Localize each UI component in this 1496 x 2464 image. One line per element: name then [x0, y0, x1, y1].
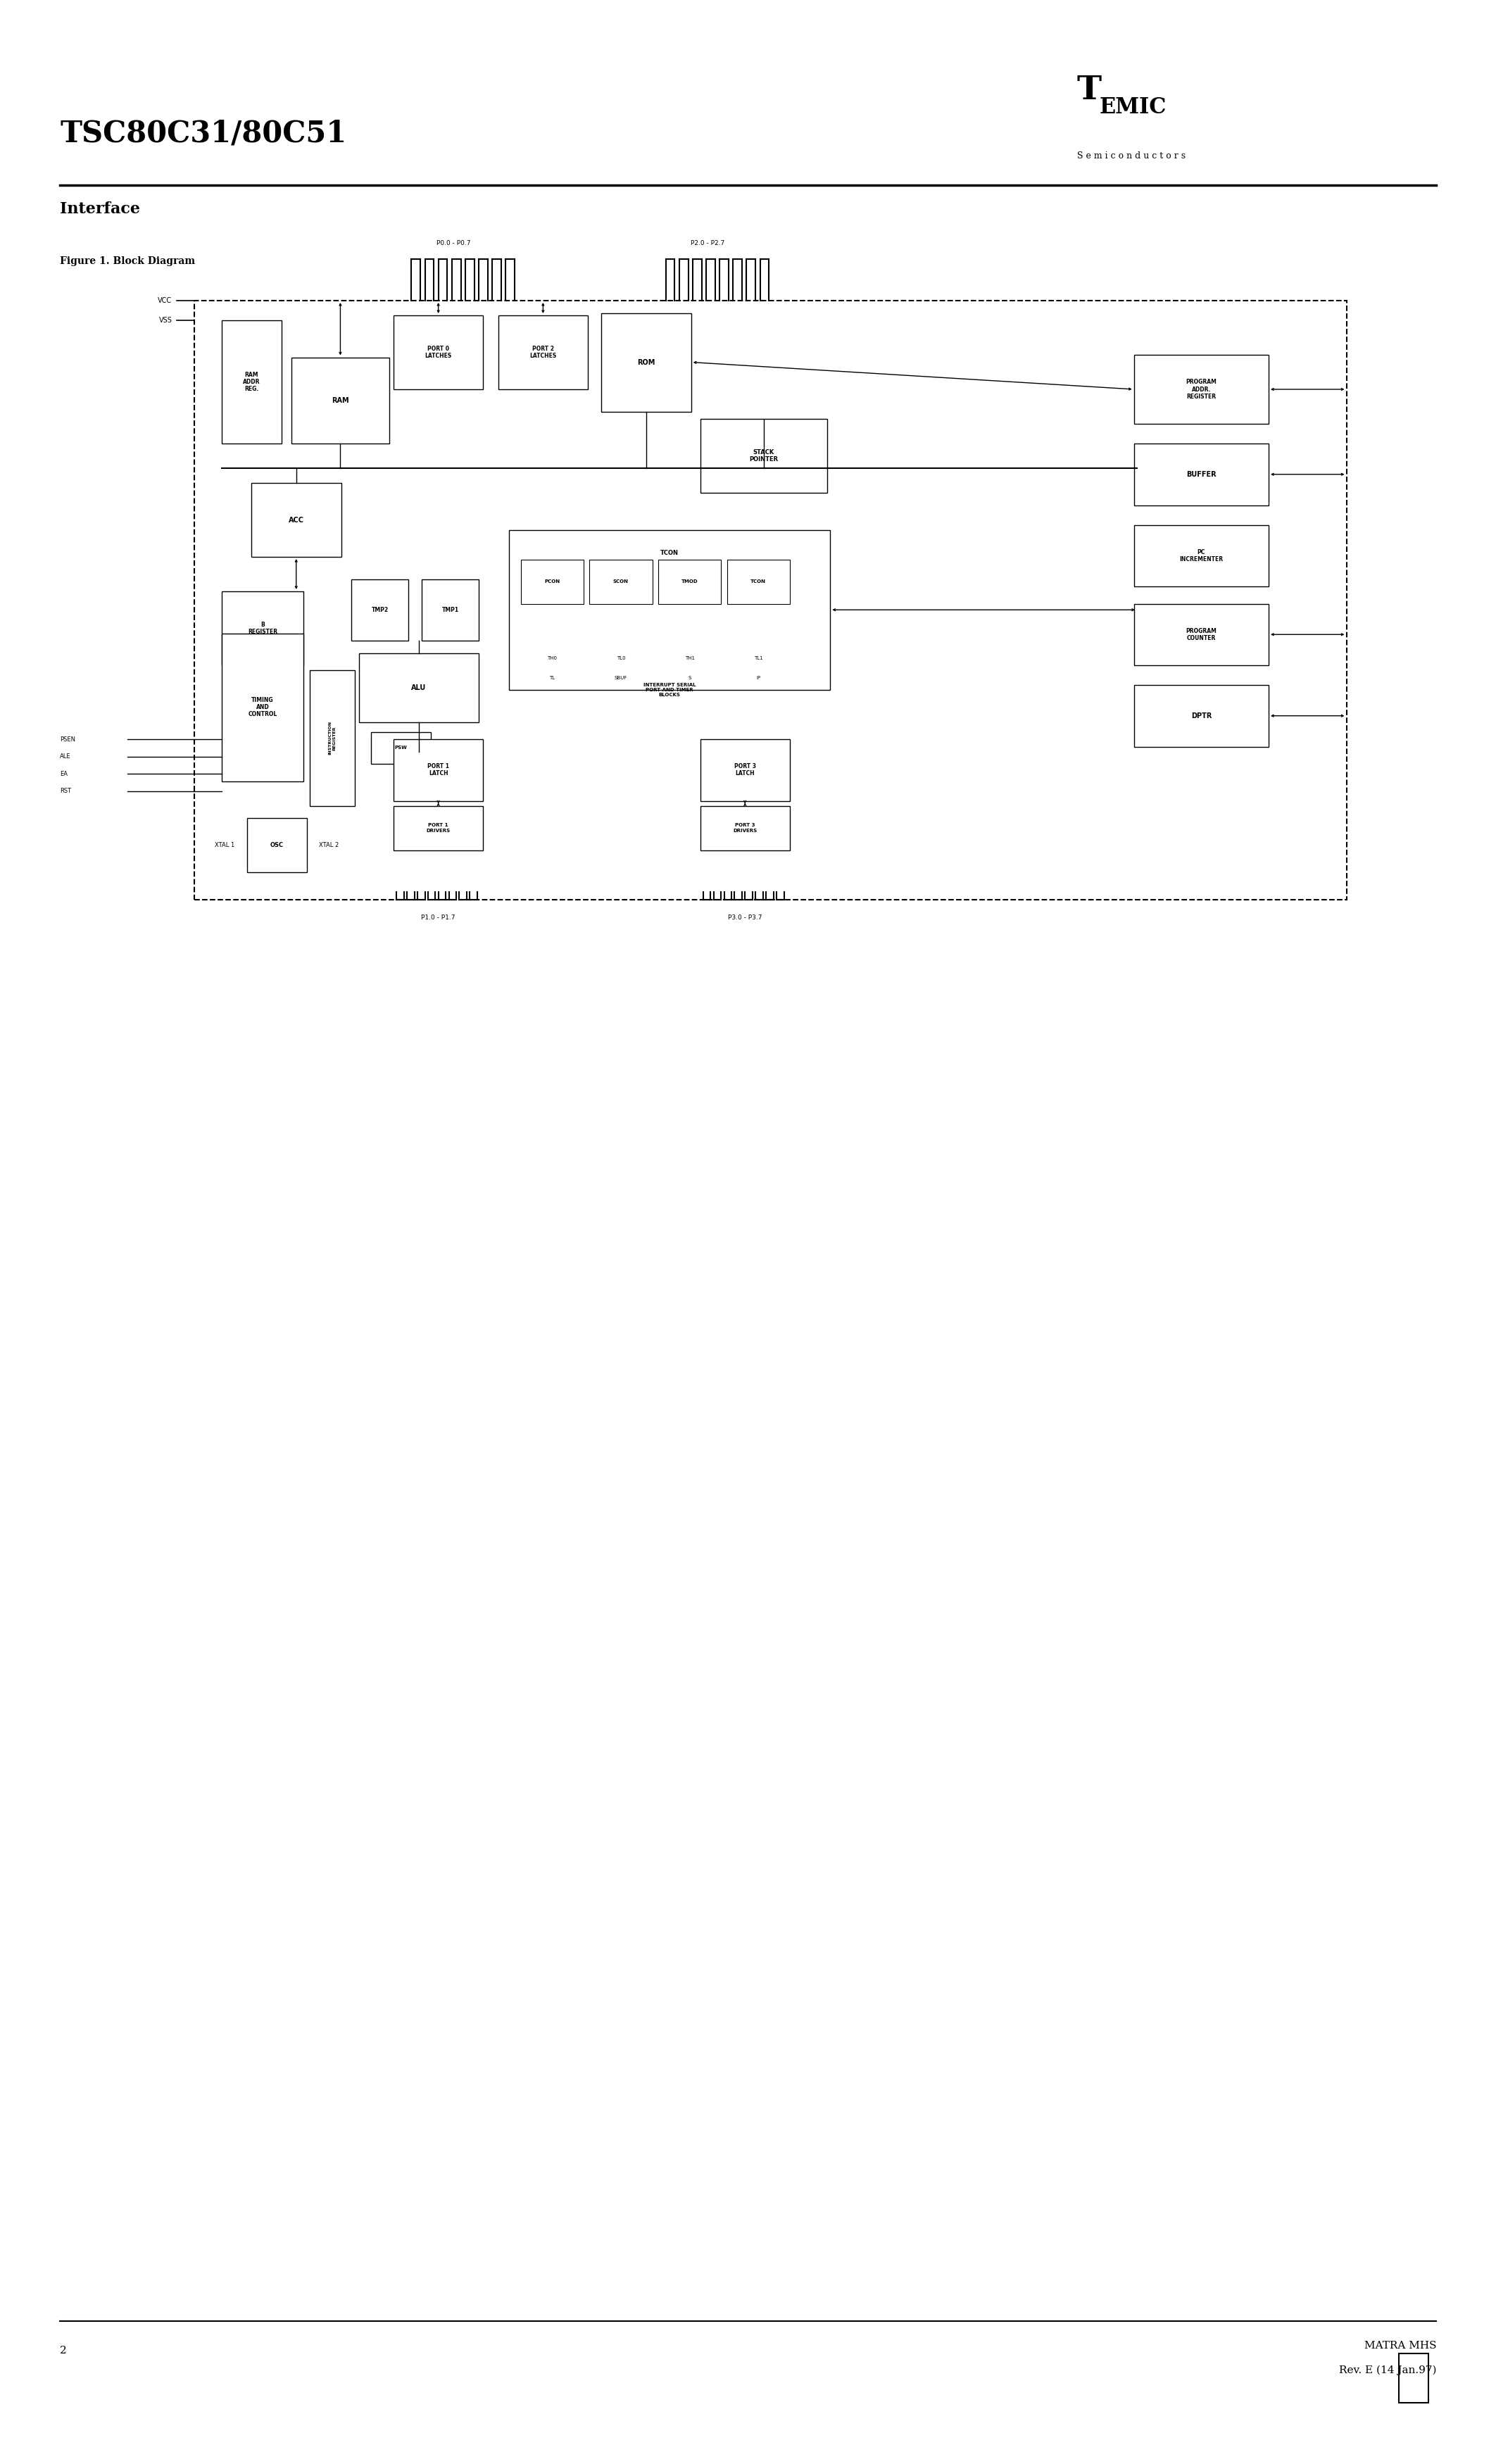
- FancyBboxPatch shape: [221, 591, 304, 665]
- Text: Interface: Interface: [60, 202, 141, 217]
- FancyBboxPatch shape: [251, 483, 341, 557]
- Text: PROGRAM
COUNTER: PROGRAM COUNTER: [1186, 628, 1216, 641]
- Text: TH1: TH1: [685, 655, 694, 660]
- Text: TMP1: TMP1: [441, 606, 459, 614]
- Text: XTAL 1: XTAL 1: [215, 843, 235, 848]
- FancyBboxPatch shape: [509, 530, 830, 690]
- Text: PORT 3
DRIVERS: PORT 3 DRIVERS: [733, 823, 757, 833]
- FancyBboxPatch shape: [1134, 685, 1269, 747]
- Text: XTAL 2: XTAL 2: [319, 843, 338, 848]
- FancyBboxPatch shape: [498, 315, 588, 389]
- Text: RAM: RAM: [332, 397, 349, 404]
- FancyBboxPatch shape: [371, 732, 431, 764]
- Text: TL0: TL0: [616, 655, 625, 660]
- Text: P3.0 - P3.7: P3.0 - P3.7: [729, 914, 761, 922]
- FancyBboxPatch shape: [310, 670, 355, 806]
- Text: PORT 3
LATCH: PORT 3 LATCH: [735, 764, 755, 776]
- FancyBboxPatch shape: [521, 559, 583, 604]
- FancyBboxPatch shape: [194, 301, 1346, 899]
- FancyBboxPatch shape: [247, 818, 307, 872]
- Text: PORT 1
DRIVERS: PORT 1 DRIVERS: [426, 823, 450, 833]
- Text: Rev. E (14 Jan.97): Rev. E (14 Jan.97): [1339, 2365, 1436, 2375]
- FancyBboxPatch shape: [393, 315, 483, 389]
- Text: PSW: PSW: [395, 747, 407, 749]
- FancyBboxPatch shape: [700, 739, 790, 801]
- FancyBboxPatch shape: [1134, 444, 1269, 505]
- FancyBboxPatch shape: [589, 559, 652, 604]
- FancyBboxPatch shape: [601, 313, 691, 411]
- Text: TSC80C31/80C51: TSC80C31/80C51: [60, 118, 347, 148]
- FancyBboxPatch shape: [1134, 355, 1269, 424]
- Text: ALE: ALE: [60, 754, 70, 759]
- Text: TMP2: TMP2: [371, 606, 389, 614]
- Text: VCC: VCC: [159, 298, 172, 303]
- Text: TL1: TL1: [754, 655, 763, 660]
- Text: INTERRUPT SERIAL
PORT AND TIMER
BLOCKS: INTERRUPT SERIAL PORT AND TIMER BLOCKS: [643, 683, 696, 697]
- Text: PORT 2
LATCHES: PORT 2 LATCHES: [530, 345, 557, 360]
- Text: S e m i c o n d u c t o r s: S e m i c o n d u c t o r s: [1077, 150, 1186, 160]
- Text: TL: TL: [549, 675, 555, 680]
- Text: S: S: [688, 675, 691, 680]
- Text: TH0: TH0: [548, 655, 557, 660]
- FancyBboxPatch shape: [221, 633, 304, 781]
- FancyBboxPatch shape: [359, 653, 479, 722]
- Text: BUFFER: BUFFER: [1186, 471, 1216, 478]
- Text: TCON: TCON: [751, 579, 766, 584]
- Text: P2.0 - P2.7: P2.0 - P2.7: [691, 239, 724, 246]
- Text: INSTRUCTION
REGISTER: INSTRUCTION REGISTER: [328, 722, 337, 754]
- Text: RST: RST: [60, 788, 72, 793]
- FancyBboxPatch shape: [1134, 604, 1269, 665]
- Text: MATRA MHS: MATRA MHS: [1364, 2341, 1436, 2351]
- FancyBboxPatch shape: [1134, 525, 1269, 586]
- Text: PC
INCREMENTER: PC INCREMENTER: [1179, 549, 1224, 562]
- Text: OSC: OSC: [269, 843, 284, 848]
- FancyBboxPatch shape: [393, 806, 483, 850]
- Text: VSS: VSS: [159, 318, 172, 323]
- Text: EMIC: EMIC: [1100, 96, 1167, 118]
- Text: Figure 1. Block Diagram: Figure 1. Block Diagram: [60, 256, 194, 266]
- Text: TCON: TCON: [660, 549, 679, 557]
- Text: EA: EA: [60, 771, 67, 776]
- Text: P1.0 - P1.7: P1.0 - P1.7: [422, 914, 455, 922]
- FancyBboxPatch shape: [1399, 2353, 1429, 2402]
- FancyBboxPatch shape: [393, 739, 483, 801]
- Text: P0.0 - P0.7: P0.0 - P0.7: [437, 239, 470, 246]
- FancyBboxPatch shape: [700, 419, 827, 493]
- Text: PROGRAM
ADDR.
REGISTER: PROGRAM ADDR. REGISTER: [1186, 379, 1216, 399]
- Text: IP: IP: [757, 675, 760, 680]
- Text: B
REGISTER: B REGISTER: [248, 621, 277, 636]
- Text: TIMING
AND
CONTROL: TIMING AND CONTROL: [248, 697, 277, 717]
- Text: SCON: SCON: [613, 579, 628, 584]
- FancyBboxPatch shape: [352, 579, 408, 641]
- Text: 2: 2: [60, 2346, 67, 2356]
- Text: ACC: ACC: [289, 517, 304, 522]
- Text: PORT 0
LATCHES: PORT 0 LATCHES: [425, 345, 452, 360]
- Text: PCON: PCON: [545, 579, 560, 584]
- Text: PSEN: PSEN: [60, 737, 75, 742]
- Text: PORT 1
LATCH: PORT 1 LATCH: [428, 764, 449, 776]
- Text: ALU: ALU: [411, 685, 426, 690]
- Text: STACK
POINTER: STACK POINTER: [749, 448, 778, 463]
- Text: SBUF: SBUF: [615, 675, 627, 680]
- FancyBboxPatch shape: [422, 579, 479, 641]
- Text: T: T: [1077, 74, 1103, 106]
- FancyBboxPatch shape: [292, 357, 389, 444]
- FancyBboxPatch shape: [727, 559, 790, 604]
- FancyBboxPatch shape: [658, 559, 721, 604]
- Text: ROM: ROM: [637, 360, 655, 365]
- Text: DPTR: DPTR: [1191, 712, 1212, 719]
- Text: TMOD: TMOD: [681, 579, 699, 584]
- Text: RAM
ADDR
REG.: RAM ADDR REG.: [242, 372, 260, 392]
- FancyBboxPatch shape: [221, 320, 281, 444]
- FancyBboxPatch shape: [700, 806, 790, 850]
